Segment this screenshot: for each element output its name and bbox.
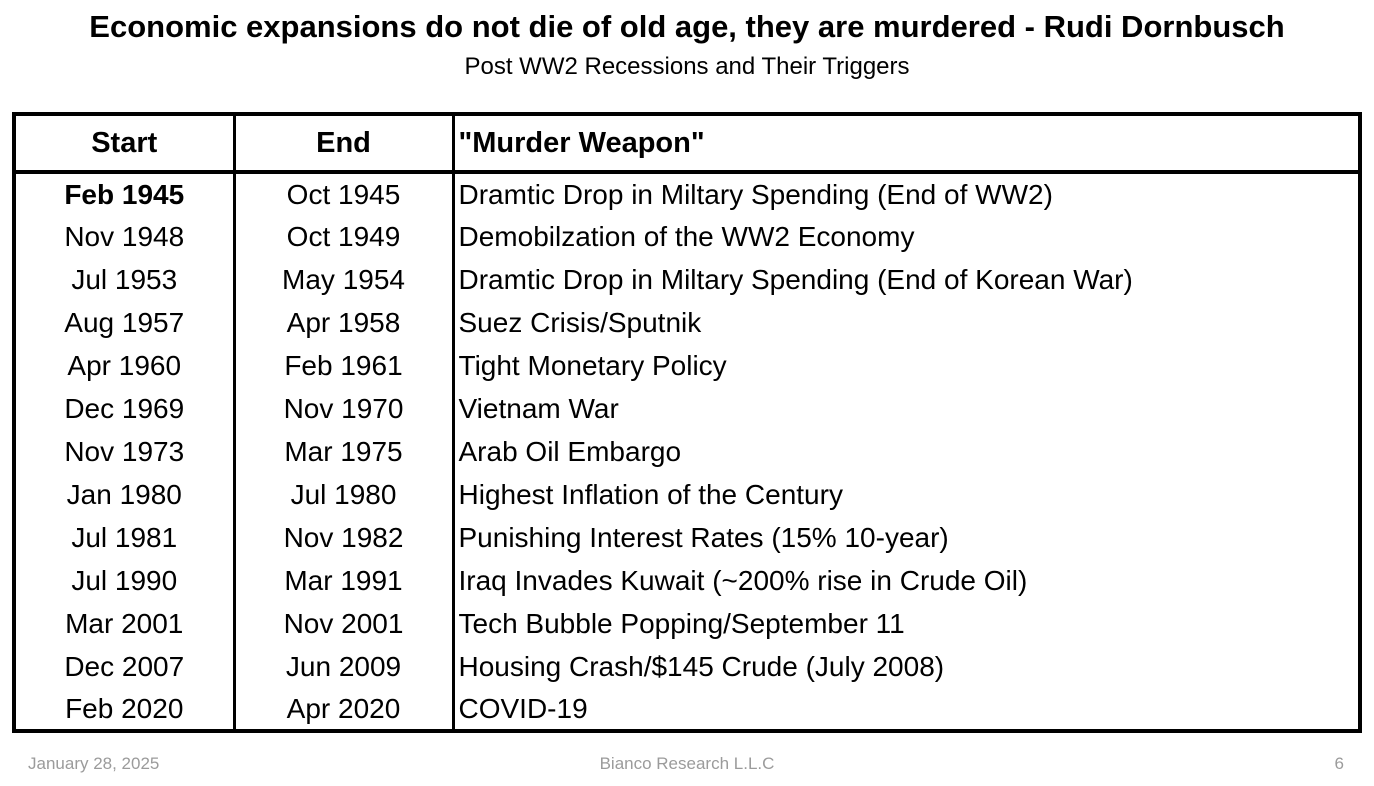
table-row: Mar 2001 Nov 2001 Tech Bubble Popping/Sept… bbox=[14, 602, 1360, 645]
cell-murder-weapon: Arab Oil Embargo bbox=[458, 435, 682, 467]
table-header-row: Start End "Murder Weapon" bbox=[14, 114, 1360, 174]
cell-end: Oct 1949 bbox=[234, 215, 455, 258]
cell-end: Nov 2001 bbox=[234, 602, 455, 645]
table-body: Feb 1945 Oct 1945 Dramtic Drop in Miltary … bbox=[14, 172, 1360, 731]
footer-source: Bianco Research L.L.C bbox=[599, 754, 775, 773]
page-subtitle: Post WW2 Recessions and Their Triggers bbox=[464, 52, 910, 80]
cell-murder-weapon: Demobilzation of the WW2 Economy bbox=[458, 220, 915, 252]
cell-murder-weapon: Tight Monetary Policy bbox=[458, 349, 727, 381]
cell-start: Dec 1969 bbox=[14, 387, 236, 430]
table-row: Dec 2007 Jun 2009 Housing Crash/$145 Crude… bbox=[14, 645, 1360, 688]
cell-start: Aug 1957 bbox=[14, 301, 236, 344]
cell-murder-weapon: COVID-19 bbox=[458, 692, 588, 724]
cell-start: Jul 1953 bbox=[14, 258, 236, 301]
cell-end: Jul 1980 bbox=[234, 473, 455, 516]
cell-end: Nov 1970 bbox=[234, 387, 455, 430]
cell-start: Mar 2001 bbox=[14, 602, 236, 645]
cell-start: Jul 1990 bbox=[14, 559, 236, 602]
cell-end: Mar 1975 bbox=[234, 430, 455, 473]
column-header-murder-weapon: "Murder Weapon" bbox=[453, 114, 1360, 174]
table-row: Aug 1957 Apr 1958 Suez Crisis/Sputnik bbox=[14, 301, 1360, 344]
table-row: Dec 1969 Nov 1970 Vietnam War bbox=[14, 387, 1360, 430]
footer-page-number: 6 bbox=[1334, 754, 1344, 773]
cell-end: Mar 1991 bbox=[234, 559, 455, 602]
cell-murder-weapon: Iraq Invades Kuwait (~200% rise in Crude… bbox=[458, 564, 1028, 596]
table-row: Feb 1945 Oct 1945 Dramtic Drop in Miltary … bbox=[14, 172, 1360, 215]
cell-start: Jan 1980 bbox=[14, 473, 236, 516]
cell-murder-weapon: Housing Crash/$145 Crude (July 2008) bbox=[458, 650, 945, 682]
page-title: Economic expansions do not die of old ag… bbox=[89, 9, 1285, 44]
cell-end: Jun 2009 bbox=[234, 645, 455, 688]
cell-murder-weapon: Vietnam War bbox=[458, 392, 619, 424]
cell-end: Apr 1958 bbox=[234, 301, 455, 344]
table-row: Jul 1953 May 1954 Dramtic Drop in Miltary … bbox=[14, 258, 1360, 301]
cell-end: Feb 1961 bbox=[234, 344, 455, 387]
cell-murder-weapon: Dramtic Drop in Miltary Spending (End of… bbox=[458, 263, 1133, 295]
cell-end: May 1954 bbox=[234, 258, 455, 301]
cell-end: Oct 1945 bbox=[234, 172, 455, 215]
cell-murder-weapon: Highest Inflation of the Century bbox=[458, 478, 843, 510]
cell-end: Apr 2020 bbox=[234, 688, 455, 731]
table-row: Feb 2020 Apr 2020 COVID-19 bbox=[14, 688, 1360, 731]
cell-murder-weapon: Punishing Interest Rates (15% 10-year) bbox=[458, 521, 949, 553]
cell-start: Nov 1948 bbox=[14, 215, 236, 258]
column-header-start: Start bbox=[14, 114, 236, 174]
table-row: Nov 1948 Oct 1949 Demobilzation of the WW2… bbox=[14, 215, 1360, 258]
slide-footer: January 28, 2025 Bianco Research L.L.C 6 bbox=[0, 754, 1374, 776]
column-header-end: End bbox=[234, 114, 455, 174]
cell-end: Nov 1982 bbox=[234, 516, 455, 559]
cell-murder-weapon: Suez Crisis/Sputnik bbox=[458, 306, 702, 338]
table-row: Jul 1990 Mar 1991 Iraq Invades Kuwait (~20… bbox=[14, 559, 1360, 602]
cell-start: Feb 1945 bbox=[14, 172, 236, 215]
table-row: Jul 1981 Nov 1982 Punishing Interest Rates… bbox=[14, 516, 1360, 559]
table-row: Apr 1960 Feb 1961 Tight Monetary Policy bbox=[14, 344, 1360, 387]
cell-start: Apr 1960 bbox=[14, 344, 236, 387]
table-row: Nov 1973 Mar 1975 Arab Oil Embargo bbox=[14, 430, 1360, 473]
cell-start: Nov 1973 bbox=[14, 430, 236, 473]
recessions-table: Start End "Murder Weapon" Feb 1945 Oct 19… bbox=[12, 112, 1362, 733]
slide-header: Economic expansions do not die of old ag… bbox=[0, 0, 1374, 81]
table-row: Jan 1980 Jul 1980 Highest Inflation of the… bbox=[14, 473, 1360, 516]
cell-murder-weapon: Dramtic Drop in Miltary Spending (End of… bbox=[458, 178, 1053, 210]
cell-murder-weapon: Tech Bubble Popping/September 11 bbox=[458, 607, 905, 639]
cell-start: Feb 2020 bbox=[14, 688, 236, 731]
cell-start: Jul 1981 bbox=[14, 516, 236, 559]
cell-start: Dec 2007 bbox=[14, 645, 236, 688]
footer-date: January 28, 2025 bbox=[28, 754, 160, 773]
